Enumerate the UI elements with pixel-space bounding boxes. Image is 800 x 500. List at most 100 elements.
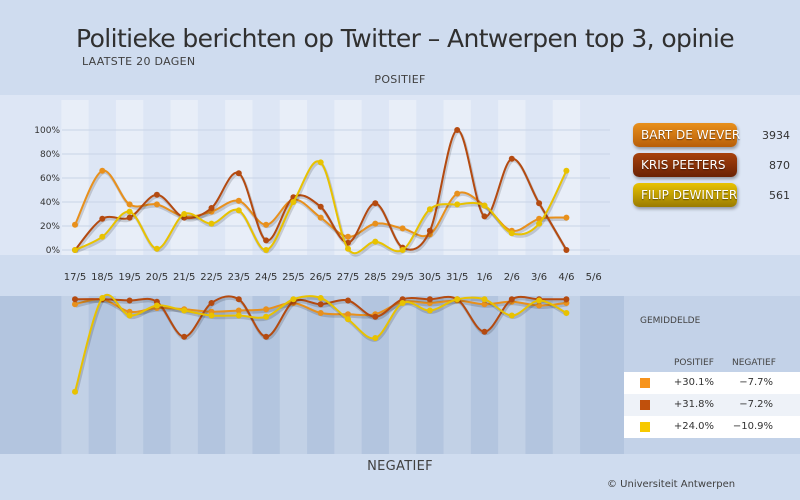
legend-item-bart-de-wever[interactable]: BART DE WEVER	[633, 123, 740, 147]
y-tick-label: 60%	[40, 174, 60, 184]
positive-point-kris-peeters	[208, 205, 215, 211]
positive-point-kris-peeters	[99, 215, 106, 222]
positive-point-kris-peeters	[454, 127, 461, 133]
x-tick-label: 23/5	[228, 272, 250, 283]
y-tick-label: 100%	[34, 126, 60, 136]
negative-point-filip-dewinter	[345, 316, 351, 323]
x-tick-label: 27/5	[337, 272, 359, 283]
positive-point-filip-dewinter	[208, 220, 215, 227]
column-stripe-neg	[225, 296, 253, 454]
negative-point-filip-dewinter	[317, 295, 324, 301]
negative-point-kris-peeters	[317, 301, 324, 308]
x-tick-label: 18/5	[91, 272, 113, 283]
legend-item-filip-dewinter[interactable]: FILIP DEWINTER	[633, 183, 737, 207]
positive-point-filip-dewinter	[263, 247, 270, 253]
negative-point-filip-dewinter	[372, 335, 379, 341]
negative-point-kris-peeters	[181, 333, 188, 340]
positive-point-filip-dewinter	[372, 238, 379, 245]
positive-point-bart-de-wever	[372, 220, 379, 227]
positive-point-kris-peeters	[426, 227, 433, 234]
positive-point-bart-de-wever	[72, 221, 78, 228]
negative-point-filip-dewinter	[153, 302, 160, 309]
chart-subtitle: LAATSTE 20 DAGEN	[82, 55, 196, 68]
x-tick-label: 28/5	[364, 272, 386, 283]
positive-point-filip-dewinter	[481, 202, 488, 209]
positive-point-kris-peeters	[317, 203, 324, 210]
negative-point-filip-dewinter	[563, 310, 570, 316]
positive-point-kris-peeters	[263, 237, 270, 244]
x-tick-label: 29/5	[391, 272, 413, 283]
x-tick-label: 1/6	[476, 272, 492, 283]
negative-point-filip-dewinter	[290, 296, 297, 303]
positive-point-filip-dewinter	[426, 206, 433, 213]
negative-section-label: NEGATIEF	[367, 459, 433, 474]
negative-point-bart-de-wever	[317, 310, 324, 316]
y-tick-label: 0%	[46, 246, 61, 256]
x-tick-label: 25/5	[282, 272, 304, 283]
column-stripe-neg	[498, 296, 526, 454]
credit-text: © Universiteit Antwerpen	[607, 479, 736, 490]
positive-point-filip-dewinter	[72, 247, 78, 253]
averages-header-negative: NEGATIEF	[732, 358, 776, 368]
legend-count: 561	[769, 189, 790, 202]
y-tick-label: 40%	[40, 198, 60, 208]
positive-point-kris-peeters	[508, 155, 515, 162]
negative-point-filip-dewinter	[181, 307, 188, 314]
x-tick-label: 24/5	[255, 272, 277, 283]
averages-positive-value: +30.1%	[673, 377, 714, 388]
positive-point-kris-peeters	[126, 214, 133, 221]
positive-point-filip-dewinter	[235, 207, 242, 214]
positive-point-bart-de-wever	[235, 197, 242, 204]
positive-point-filip-dewinter	[181, 211, 188, 217]
column-stripe-neg	[443, 296, 471, 454]
positive-point-kris-peeters	[563, 247, 570, 253]
positive-point-kris-peeters	[372, 200, 379, 207]
x-tick-label: 20/5	[146, 272, 168, 283]
x-tick-label: 22/5	[200, 272, 222, 283]
averages-row: +31.8% −7.2%	[624, 394, 800, 416]
positive-point-bart-de-wever	[399, 225, 406, 232]
negative-point-filip-dewinter	[454, 296, 461, 303]
column-stripe-neg	[170, 296, 198, 454]
averages-negative-value: −7.7%	[739, 377, 773, 388]
column-stripe-neg	[279, 296, 308, 454]
averages-swatch	[640, 378, 650, 388]
averages-header-positive: POSITIEF	[674, 358, 714, 368]
x-tick-label: 31/5	[446, 272, 468, 283]
averages-negative-value: −10.9%	[732, 421, 773, 432]
averages-positive-value: +31.8%	[673, 399, 714, 410]
averages-negative-value: −7.2%	[739, 399, 773, 410]
x-tick-label: 30/5	[419, 272, 441, 283]
negative-point-filip-dewinter	[208, 312, 215, 319]
negative-point-filip-dewinter	[72, 388, 78, 395]
positive-point-filip-dewinter	[454, 201, 461, 208]
legend-item-kris-peeters[interactable]: KRIS PEETERS	[633, 153, 737, 177]
negative-point-filip-dewinter	[426, 307, 433, 314]
negative-point-kris-peeters	[126, 297, 133, 304]
negative-point-kris-peeters	[208, 300, 215, 306]
positive-point-kris-peeters	[153, 191, 160, 198]
averages-swatch	[640, 400, 650, 410]
negative-point-kris-peeters	[263, 333, 270, 340]
legend-count: 3934	[762, 129, 790, 142]
column-stripe-neg	[388, 296, 417, 454]
column-stripe-neg	[115, 296, 144, 454]
x-tick-label: 5/6	[586, 272, 602, 283]
negative-point-bart-de-wever	[72, 301, 78, 308]
averages-row: +30.1% −7.7%	[624, 372, 800, 394]
negative-point-filip-dewinter	[481, 296, 488, 303]
positive-point-filip-dewinter	[153, 245, 160, 252]
positive-point-bart-de-wever	[153, 201, 160, 208]
negative-point-bart-de-wever	[235, 307, 242, 314]
positive-point-bart-de-wever	[263, 221, 270, 228]
averages-title: GEMIDDELDE	[640, 316, 701, 326]
positive-point-bart-de-wever	[345, 233, 351, 240]
negative-point-kris-peeters	[563, 296, 570, 303]
negative-point-kris-peeters	[372, 313, 379, 320]
chart-title: Politieke berichten op Twitter – Antwerp…	[76, 24, 735, 53]
positive-point-filip-dewinter	[399, 247, 406, 253]
x-tick-label: 4/6	[558, 272, 574, 283]
negative-point-kris-peeters	[481, 328, 488, 335]
x-tick-label: 2/6	[504, 272, 520, 283]
